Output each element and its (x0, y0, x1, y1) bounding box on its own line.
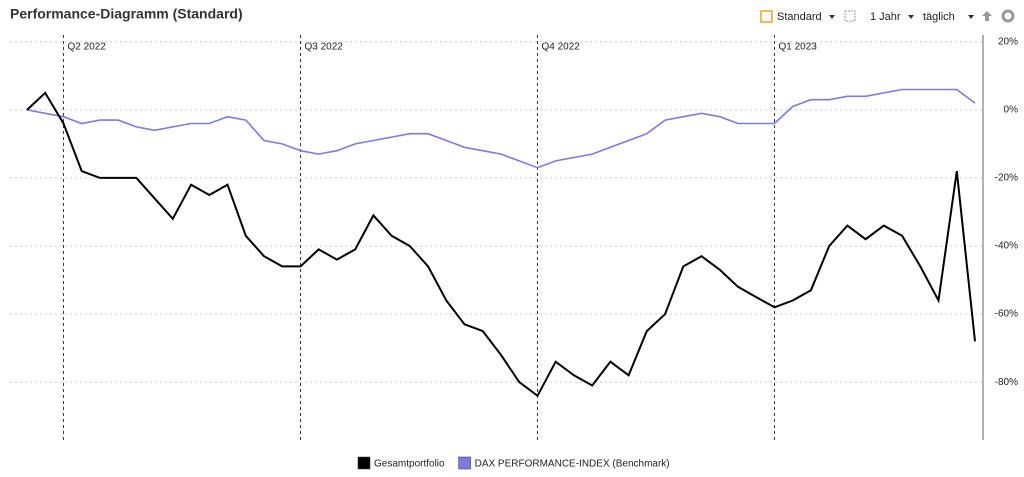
view-select[interactable]: Standard (777, 11, 822, 23)
x-tick-label: Q3 2022 (304, 42, 343, 53)
x-tick-label: Q1 2023 (778, 42, 817, 53)
x-tick-label: Q2 2022 (67, 42, 106, 53)
series-line (26, 88, 976, 169)
y-tick-label: -40% (995, 241, 1018, 252)
legend-swatch (357, 456, 371, 470)
chart-title: Performance-Diagramm (Standard) (10, 6, 243, 22)
settings-icon[interactable] (1001, 9, 1015, 23)
legend-label: Gesamtportfolio (374, 459, 445, 470)
series-line (26, 91, 976, 398)
y-tick-label: 0% (1004, 105, 1019, 116)
export-icon[interactable] (982, 11, 992, 21)
y-tick-label: -60% (995, 309, 1018, 320)
x-tick-label: Q4 2022 (541, 42, 580, 53)
zoom-icon[interactable] (844, 10, 856, 22)
dropdown-arrow[interactable] (968, 15, 974, 19)
period-select[interactable]: 1 Jahr (870, 11, 901, 23)
interval-select[interactable]: täglich (923, 11, 955, 23)
y-tick-label: -80% (995, 377, 1018, 388)
dropdown-arrow[interactable] (829, 15, 835, 19)
legend-label: DAX PERFORMANCE-INDEX (Benchmark) (475, 459, 670, 470)
legend-swatch (458, 456, 471, 470)
y-tick-label: 20% (998, 36, 1018, 47)
y-tick-label: -20% (995, 173, 1018, 184)
calendar-icon[interactable] (760, 10, 773, 23)
dropdown-arrow[interactable] (908, 15, 914, 19)
